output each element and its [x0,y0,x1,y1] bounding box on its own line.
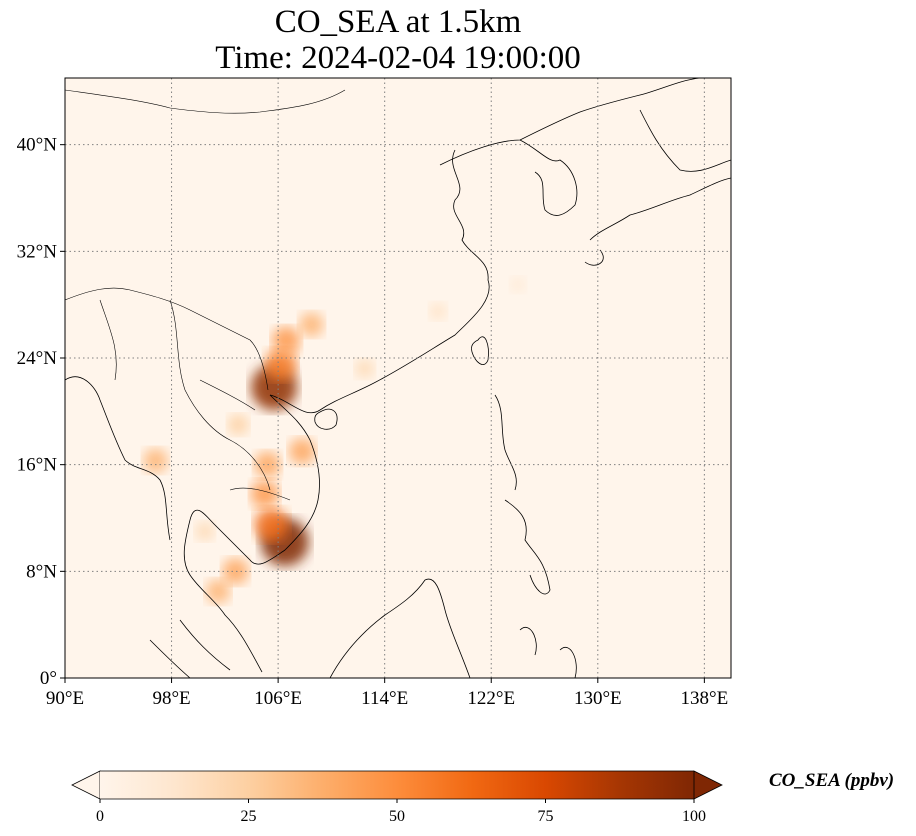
coastline-east-asia [269,149,490,413]
co-hotspot [510,276,526,293]
co-hotspot [264,348,297,381]
coastline-hainan [314,408,338,430]
coastlines [65,78,731,678]
colorbar-tick-label: 100 [682,808,706,825]
lat-tick-label: 24°N [17,348,58,369]
co-hotspot [222,558,249,585]
co-hotspot [288,438,316,465]
colorbar: 0 25 50 75 100 [71,770,723,825]
lon-tick-label: 90°E [46,688,84,709]
lat-tick-label: 40°N [17,135,58,156]
title-line-1: CO_SEA at 1.5km [274,4,522,40]
coastline-philippines [494,394,551,595]
coastline-sulawesi [519,627,577,678]
coastline-korea [519,139,578,216]
colorbar-label: CO_SEA (ppbv) [769,770,895,791]
co-hotspot [272,326,301,355]
co-hotspot [254,451,281,478]
lat-tick-label: 0° [40,668,57,689]
russia-border [65,89,346,114]
co-hotspot [250,479,279,509]
colorbar-gradient [100,771,694,799]
lon-tick-label: 130°E [574,688,622,709]
colorbar-tick-label: 25 [241,808,257,825]
co-hotspot [227,414,249,436]
lon-tick-label: 114°E [361,688,408,709]
co-hotspot [205,579,231,604]
lat-tick-label: 32°N [17,241,58,262]
colorbar-ticks: 0 25 50 75 100 [96,799,706,825]
lon-tick-label: 106°E [254,688,302,709]
lon-tick-label: 138°E [681,688,729,709]
co-hotspot [254,507,289,542]
colorbar-tick-label: 75 [538,808,554,825]
coastline-indochina [183,394,320,673]
colorbar-tick-label: 0 [96,808,104,825]
coastline-borneo [329,578,471,678]
country-borders [65,287,291,501]
title-line-2: Time: 2024-02-04 19:00:00 [215,40,581,76]
co-hotspot [355,359,375,379]
co-hotspot [299,312,324,337]
coastline-malaya [149,619,231,678]
co-hotspot [143,448,168,473]
lon-tick-label: 98°E [152,688,190,709]
coastline-myanmar [65,376,171,541]
colorbar-tick-label: 50 [389,808,405,825]
colorbar-extend-min [71,770,101,800]
coastline-northeast [439,78,701,166]
co-hotspot [429,302,447,321]
map-gridlines [65,78,731,678]
map-title: CO_SEA at 1.5km Time: 2024-02-04 19:00:0… [65,4,731,76]
lat-tick-label: 16°N [17,455,58,476]
lon-tick-label: 122°E [467,688,515,709]
co-concentration-field [143,276,526,604]
map-area [65,78,731,678]
coastline-japan [584,109,731,266]
map-axes: 90°E 98°E 106°E 114°E 122°E 130°E 138°E 0° 8°N 16… [17,135,729,709]
co-hotspot [195,521,215,541]
colorbar-extend-max [693,770,723,800]
lat-tick-label: 8°N [26,561,57,582]
coastline-taiwan [471,336,489,365]
map-frame [64,77,732,679]
